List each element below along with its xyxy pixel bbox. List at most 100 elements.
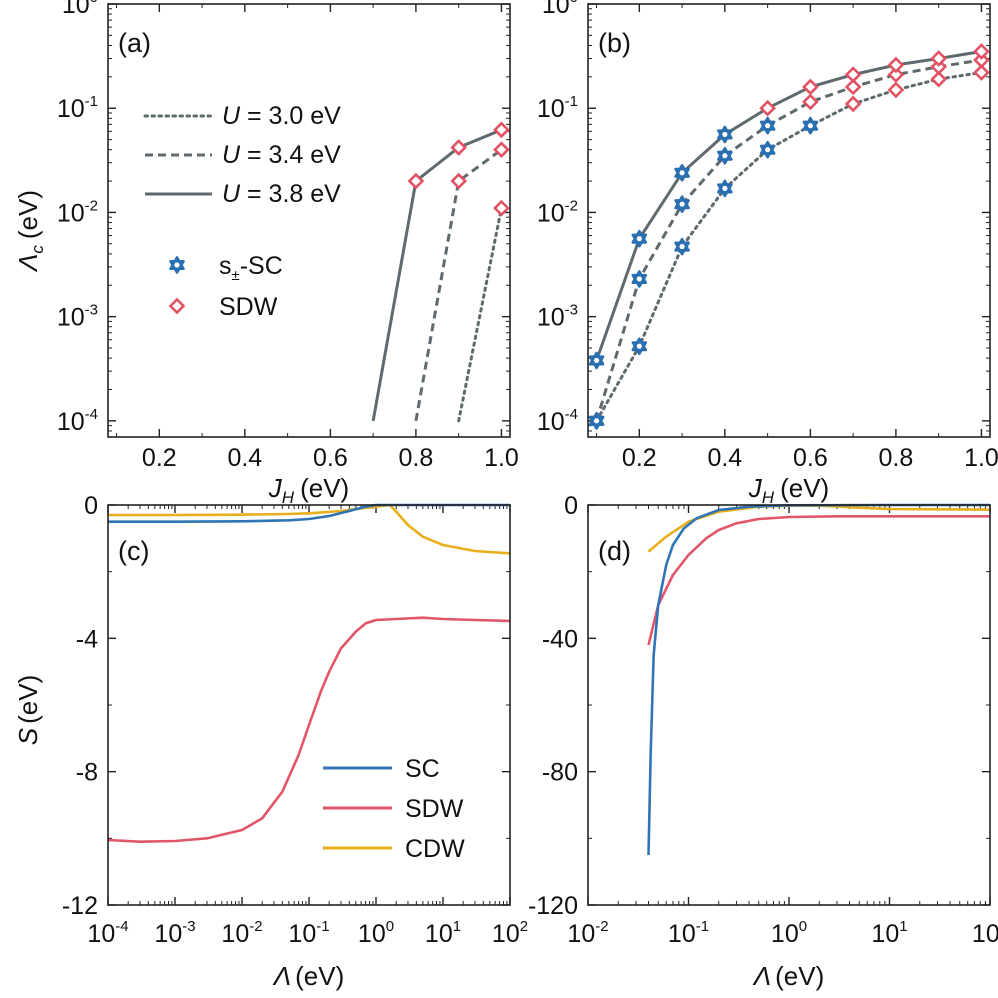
y-tick-label: -40 bbox=[542, 625, 578, 653]
x-tick-exp: -3 bbox=[182, 918, 195, 935]
sc-marker-tri-down bbox=[631, 341, 648, 356]
plot-frame bbox=[587, 504, 991, 906]
legend-sc-marker-tri-down bbox=[169, 259, 185, 274]
y-label-unit: (eV) bbox=[13, 675, 43, 724]
sc-marker-tri-down bbox=[674, 241, 690, 256]
y-tick-label: 10-4 bbox=[537, 406, 578, 436]
sdw-marker bbox=[887, 56, 905, 74]
y-label-main: S bbox=[13, 727, 43, 745]
y-tick-label-base: 10 bbox=[57, 408, 85, 436]
legend-var: U bbox=[222, 102, 241, 130]
y-tick-label-exp: -4 bbox=[85, 406, 98, 423]
sc-marker-tri-down bbox=[717, 150, 733, 165]
y-label-main: Λ bbox=[13, 254, 43, 273]
x-tick-label: 101 bbox=[871, 918, 907, 948]
x-axis-label: Λ (eV) bbox=[752, 961, 824, 991]
y-tick-label: 10-1 bbox=[537, 93, 578, 123]
sc-marker-tri-down bbox=[631, 233, 648, 248]
x-tick-label: 10-1 bbox=[668, 918, 709, 948]
x-tick-label: 100 bbox=[358, 918, 394, 948]
x-tick-label: 0.8 bbox=[879, 444, 914, 472]
legend-text-sc: SC bbox=[405, 755, 440, 783]
series-line-sdw bbox=[107, 616, 511, 843]
legend-sdw-text: SDW bbox=[219, 293, 278, 321]
legend-line-text: U = 3.0 eV bbox=[222, 102, 341, 130]
y-tick-label: 10-3 bbox=[57, 302, 98, 332]
series-line-solid bbox=[595, 50, 982, 361]
x-tick-label: 1.0 bbox=[964, 444, 998, 472]
y-tick-label-exp: 0 bbox=[570, 0, 578, 6]
y-tick-label-base: 10 bbox=[57, 199, 85, 227]
x-axis-label: JH (eV) bbox=[748, 473, 829, 507]
y-tick-label: 10-2 bbox=[57, 197, 98, 227]
sdw-marker bbox=[759, 99, 776, 117]
legend-value: = 3.0 eV bbox=[240, 102, 341, 130]
sdw-marker bbox=[844, 95, 862, 113]
sc-marker-tri-down bbox=[717, 129, 733, 144]
x-tick-label: 10-2 bbox=[221, 918, 262, 948]
y-tick-label: 10-2 bbox=[537, 197, 578, 227]
sc-marker bbox=[802, 116, 819, 135]
x-label-sub: H bbox=[762, 488, 775, 507]
x-tick-label: 10-3 bbox=[154, 918, 195, 948]
series-line-dashed bbox=[595, 58, 982, 422]
sc-marker bbox=[759, 140, 776, 159]
series-line-sc bbox=[647, 503, 990, 856]
x-tick-label: 0.4 bbox=[707, 444, 742, 472]
x-tick-exp: 2 bbox=[520, 918, 528, 935]
sdw-marker bbox=[844, 66, 862, 83]
panel-b: 10-410-310-210-11000.20.40.60.81.0(b)JH(… bbox=[537, 0, 998, 507]
panel-label: (d) bbox=[598, 536, 631, 566]
y-tick-label: -4 bbox=[76, 625, 98, 653]
y-tick-label-base: 10 bbox=[537, 408, 565, 436]
series-line-sdw bbox=[647, 515, 990, 646]
sc-marker bbox=[631, 229, 648, 248]
x-tick-exp: -1 bbox=[696, 918, 709, 935]
sdw-marker bbox=[407, 172, 425, 190]
sdw-marker bbox=[930, 70, 948, 88]
y-tick-label-exp: -2 bbox=[565, 197, 578, 214]
x-tick-base: 10 bbox=[87, 920, 115, 948]
sc-marker-tri-down bbox=[631, 273, 648, 288]
x-tick-base: 10 bbox=[221, 920, 249, 948]
sc-marker-tri-down bbox=[674, 199, 690, 213]
sdw-marker bbox=[802, 78, 819, 96]
y-tick-label-exp: -3 bbox=[85, 302, 98, 319]
x-label-unit: (eV) bbox=[780, 473, 829, 503]
x-tick-label: 0.8 bbox=[399, 444, 434, 472]
x-axis-label: Λ (eV) bbox=[272, 961, 344, 991]
x-axis-label: JH (eV) bbox=[268, 473, 349, 507]
y-tick-label-base: 10 bbox=[57, 95, 85, 123]
legend-value: = 3.4 eV bbox=[240, 141, 341, 169]
series-line-solid bbox=[371, 128, 503, 422]
legend-sc-sub: ± bbox=[232, 267, 240, 284]
sdw-marker bbox=[802, 93, 819, 111]
sc-marker-tri-down bbox=[674, 167, 690, 182]
sc-marker bbox=[674, 164, 690, 182]
x-label-main: Λ bbox=[752, 961, 771, 991]
x-label-unit: (eV) bbox=[295, 961, 344, 991]
plot-frame bbox=[107, 3, 511, 438]
sdw-marker bbox=[930, 50, 948, 67]
y-axis-label-a: Λc (eV) bbox=[13, 190, 47, 273]
legend-sc-text: s±-SC bbox=[219, 252, 283, 284]
y-tick-label-exp: -1 bbox=[85, 93, 98, 110]
panel-label: (a) bbox=[118, 28, 151, 58]
legend-value: = 3.8 eV bbox=[240, 180, 341, 208]
x-tick-label: 0.6 bbox=[793, 444, 828, 472]
y-tick-label: 100 bbox=[542, 0, 578, 19]
y-tick-label-exp: -4 bbox=[565, 406, 578, 423]
y-label-unit: (eV) bbox=[13, 190, 43, 239]
y-tick-label: 0 bbox=[564, 492, 578, 520]
y-tick-label: 10-1 bbox=[57, 93, 98, 123]
y-label-sub: c bbox=[28, 245, 47, 254]
y-tick-label: -120 bbox=[528, 892, 578, 920]
sc-marker bbox=[631, 337, 648, 356]
sc-marker-tri-down bbox=[802, 120, 819, 135]
sc-marker bbox=[588, 412, 605, 430]
sdw-marker bbox=[844, 78, 862, 96]
x-tick-base: 10 bbox=[871, 920, 899, 948]
legend-c: SC SDW CDW bbox=[323, 755, 465, 863]
